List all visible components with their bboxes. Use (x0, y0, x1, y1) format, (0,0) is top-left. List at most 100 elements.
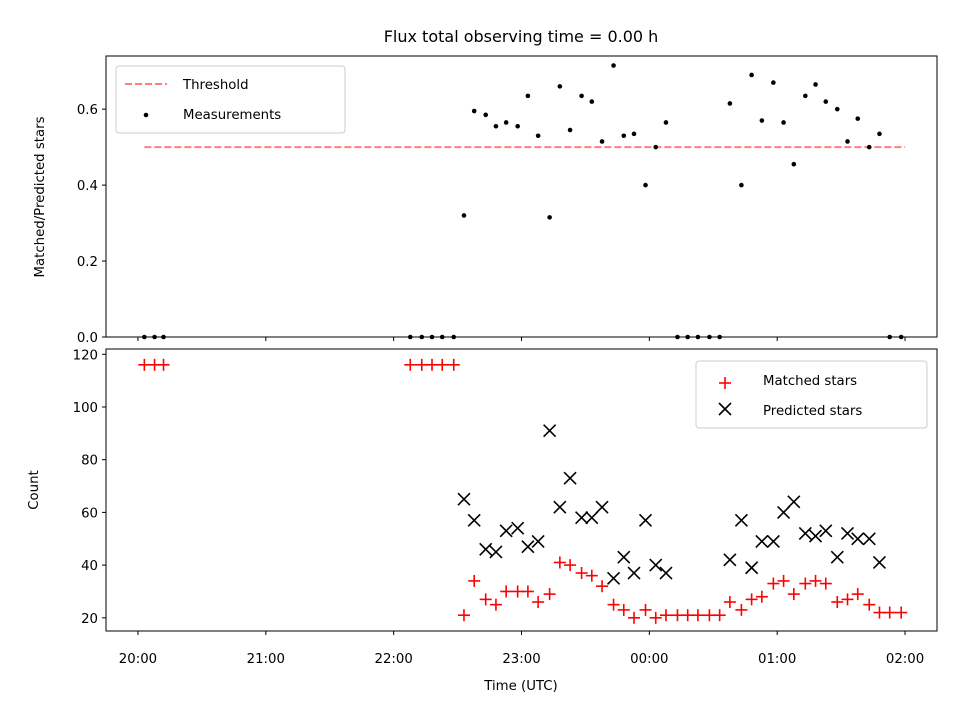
measurement-point (653, 144, 659, 150)
x-tick-label: 00:00 (630, 652, 668, 667)
measurement-point (611, 63, 616, 68)
measurement-point (493, 123, 499, 129)
predicted-star-point (755, 534, 769, 548)
predicted-star-point (467, 513, 481, 527)
top-legend-box (115, 65, 346, 134)
matched-star-point (723, 596, 736, 609)
measurement-point (771, 80, 776, 85)
predicted-star-point (553, 500, 567, 514)
matched-star-point (479, 593, 492, 606)
measurement-point (739, 182, 744, 188)
measurement-point (749, 72, 754, 78)
matched-star-point (649, 611, 662, 624)
bottom-y-tick-label: 120 (73, 348, 98, 363)
x-tick-label: 23:00 (502, 652, 540, 667)
measurement-point (599, 139, 605, 144)
measurement-point (579, 93, 584, 99)
matched-star-point (851, 588, 864, 601)
matched-star-point (489, 598, 502, 611)
measurement-point (877, 131, 882, 137)
matched-star-point (767, 577, 780, 590)
matched-star-point (745, 593, 758, 606)
matched-star-point (628, 611, 641, 624)
top-y-tick-label: 0.4 (77, 179, 98, 194)
matched-star-point (809, 574, 822, 587)
measurement-point (515, 123, 520, 129)
predicted-star-point (734, 513, 748, 527)
predicted-star-point (563, 471, 577, 485)
legend-matched-swatch (719, 377, 731, 389)
matched-star-point (659, 609, 672, 622)
measurement-point (461, 213, 467, 218)
bottom-y-tick-label: 60 (81, 506, 98, 521)
matched-star-point (883, 606, 896, 619)
matched-star-point (841, 593, 854, 606)
measurement-point (631, 131, 637, 137)
matched-star-point (755, 590, 768, 603)
predicted-star-point (851, 532, 865, 546)
top-plot-frame (105, 55, 938, 338)
measurement-point (557, 84, 563, 89)
bottom-x-axis-ticks: 20:00 21:00 22:00 23:00 00:00 01:00 02:00 (119, 631, 924, 667)
bottom-y-tick-label: 100 (73, 401, 98, 416)
measurement-point (823, 99, 829, 104)
matched-star-point (607, 598, 620, 611)
matched-star-point (596, 580, 609, 593)
matched-star-point (468, 574, 481, 587)
matched-star-point (735, 603, 748, 616)
measurement-point (663, 120, 669, 125)
bottom-plot-data (138, 358, 908, 624)
matched-star-point (671, 609, 684, 622)
predicted-star-point (798, 526, 812, 541)
top-y-tick-label: 0.0 (77, 331, 98, 346)
x-tick-label: 20:00 (119, 652, 157, 667)
matched-star-point (799, 577, 812, 590)
top-plot: 0.0 0.2 0.4 0.6 Matched/Predicted stars Thr… (33, 55, 938, 346)
x-tick-label: 22:00 (374, 652, 412, 667)
top-x-axis-ticks (137, 337, 906, 341)
legend-measurements-swatch (143, 112, 149, 118)
legend-matched-label: Matched stars (763, 374, 857, 389)
legend-predicted-label: Predicted stars (763, 404, 862, 419)
predicted-star-point (819, 524, 833, 538)
measurement-point (535, 133, 541, 139)
predicted-star-point (787, 495, 801, 509)
legend-threshold-label: Threshold (182, 78, 249, 93)
matched-star-point (564, 559, 577, 572)
predicted-star-point (457, 492, 471, 506)
measurement-point (525, 93, 531, 99)
bottom-legend-box (695, 360, 928, 429)
bottom-plot-frame (105, 348, 938, 632)
matched-star-point (639, 603, 652, 616)
predicted-star-point (585, 511, 599, 525)
matched-star-point (831, 596, 844, 609)
measurement-point (643, 182, 648, 188)
predicted-star-point (830, 550, 844, 564)
matched-star-point (500, 585, 513, 598)
bottom-y-axis-ticks: 20 40 60 80 100 120 (73, 348, 106, 627)
matched-star-point (157, 358, 170, 371)
measurement-point (471, 108, 477, 114)
matched-star-point (777, 574, 790, 587)
matched-star-point (532, 596, 545, 609)
matched-star-point (138, 358, 151, 371)
matched-star-point (787, 588, 800, 601)
predicted-star-point (808, 529, 823, 543)
predicted-star-point (862, 532, 876, 546)
top-y-tick-label: 0.2 (77, 255, 98, 270)
x-tick-label: 21:00 (247, 652, 285, 667)
top-legend: Threshold Measurements (115, 65, 346, 134)
legend-predicted-swatch (718, 402, 732, 416)
predicted-star-point (649, 558, 663, 572)
measurement-point (845, 139, 850, 144)
bottom-y-tick-label: 80 (81, 454, 98, 469)
measurement-point (589, 99, 595, 104)
top-y-axis-label: Matched/Predicted stars (33, 116, 48, 277)
measurement-point (503, 120, 509, 125)
predicted-star-point (627, 566, 641, 580)
measurement-point (483, 112, 489, 118)
matched-star-point (895, 606, 908, 619)
predicted-star-point (745, 561, 759, 575)
measurement-point (855, 116, 861, 121)
predicted-star-point (511, 521, 525, 535)
